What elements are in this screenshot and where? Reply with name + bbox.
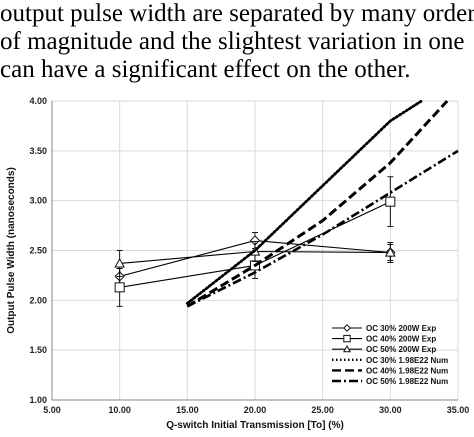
x-tick-label: 15.00 [176, 405, 199, 415]
y-tick-label: 3.00 [29, 196, 47, 206]
x-tick-label: 30.00 [379, 405, 402, 415]
square-marker [114, 282, 125, 293]
axes-layer [51, 101, 458, 401]
x-tick-label: 20.00 [244, 405, 267, 415]
y-tick-label: 2.00 [29, 295, 47, 305]
triangle-marker [342, 344, 352, 353]
legend-label-5: OC 40% 1.98E22 Num [366, 366, 448, 375]
triangle-marker [114, 257, 126, 268]
series-line-4 [185, 99, 423, 305]
text-line-3: can have a significant effect on the oth… [0, 56, 411, 83]
x-tick-label: 5.00 [43, 405, 61, 415]
diamond-marker [343, 324, 351, 332]
legend-label-6: OC 50% 1.98E22 Num [366, 377, 448, 386]
series-line-5 [186, 99, 449, 308]
y-tick-label: 1.00 [29, 395, 47, 405]
x-axis-title: Q-switch Initial Transmission [To] (%) [166, 420, 344, 431]
legend-label-1: OC 30% 200W Exp [366, 324, 436, 333]
legend-label-4: OC 30% 1.98E22 Num [366, 356, 448, 365]
text-line-2: of magnitude and the slightest variation… [0, 28, 465, 55]
square-marker [385, 196, 396, 207]
y-tick-label: 4.00 [29, 96, 47, 106]
series-layer [114, 99, 459, 308]
y-tick-label: 1.50 [29, 345, 47, 355]
series-line-6 [186, 149, 459, 308]
pulse-width-chart: 5.00 10.00 15.00 20.00 25.00 30.00 35.00 1.00 1.… [6, 96, 469, 431]
legend-label-2: OC 40% 200W Exp [366, 335, 436, 344]
y-tick-label: 2.50 [29, 246, 47, 256]
triangle-marker [384, 246, 396, 257]
x-tick-label: 35.00 [447, 405, 470, 415]
legend-label-3: OC 50% 200W Exp [366, 345, 436, 354]
text-line-1: output pulse width are separated by many… [0, 0, 474, 27]
x-tick-label: 25.00 [311, 405, 334, 415]
x-tick-label: 10.00 [108, 405, 131, 415]
square-marker [343, 334, 351, 343]
y-tick-label: 3.50 [29, 146, 47, 156]
y-axis-title: Output Pulse Width (nanoseconds) [6, 167, 17, 334]
ticks-layer: 5.00 10.00 15.00 20.00 25.00 30.00 35.00 1.00 1.… [29, 96, 469, 415]
